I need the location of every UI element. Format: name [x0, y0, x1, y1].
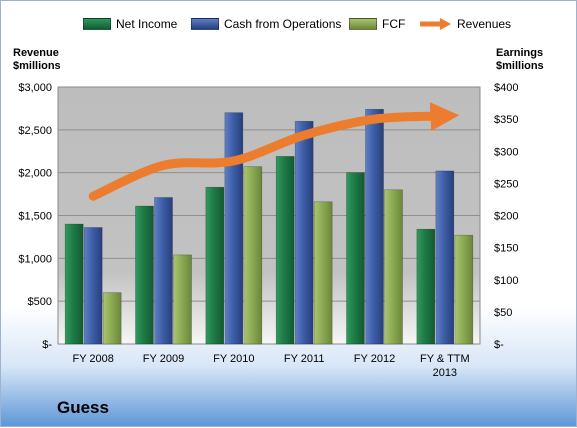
legend-label-cash-from-operations: Cash from Operations: [224, 17, 342, 31]
right-axis-title-line-1: Earnings: [496, 47, 544, 59]
legend: Net Income Cash from Operations FCF Reve…: [1, 17, 577, 33]
right-axis-ticks: $- $50 $100 $150 $200 $250 $300 $350 $400: [494, 82, 518, 351]
legend-label-fcf: FCF: [382, 17, 406, 31]
legend-arrow-icon: [420, 18, 451, 30]
bar-cash-from-operations: [435, 170, 455, 345]
bar-net-income: [416, 228, 436, 345]
left-tick-label: $2,000: [18, 168, 52, 180]
left-axis-title: Revenue $millions: [13, 47, 61, 73]
legend-swatch-cash-from-operations: [191, 18, 219, 30]
x-tick-label: FY & TTM: [420, 353, 470, 365]
right-tick-label: $100: [494, 275, 518, 287]
legend-item-revenues: Revenues: [420, 17, 511, 31]
bar-fcf: [102, 292, 122, 345]
company-name: Guess: [57, 398, 109, 417]
bar-cash-from-operations: [294, 120, 314, 345]
left-tick-label: $2,500: [18, 125, 52, 137]
left-tick-label: $1,000: [18, 253, 52, 265]
right-tick-label: $350: [494, 114, 518, 126]
bar-cash-from-operations: [83, 227, 103, 345]
legend-item-fcf: FCF: [349, 17, 405, 31]
x-tick-label: FY 2012: [354, 353, 395, 365]
right-tick-label: $50: [494, 307, 512, 319]
bar-cash-from-operations: [365, 108, 384, 345]
bar-net-income: [346, 172, 365, 345]
x-tick-label: FY 2008: [72, 353, 113, 365]
x-tick-label: FY 2009: [143, 353, 184, 365]
left-tick-label: $-: [42, 339, 52, 351]
bar-cash-from-operations: [224, 112, 244, 345]
left-axis-ticks: $- $500 $1,000 $1,500 $2,000 $2,500 $3,000: [18, 82, 52, 351]
legend-label-revenues: Revenues: [457, 17, 512, 31]
bar-fcf: [173, 254, 192, 345]
revenue-line: [88, 102, 460, 201]
revenue-line-group: [88, 102, 460, 201]
legend-label-net-income: Net Income: [116, 17, 178, 31]
bars-group: [64, 108, 474, 345]
legend-swatch-net-income: [83, 18, 111, 30]
right-tick-label: $150: [494, 243, 518, 255]
right-axis-title-line-2: $millions: [496, 60, 544, 72]
bar-net-income: [64, 223, 84, 345]
right-axis-title: Earnings $millions: [496, 47, 544, 73]
bar-cash-from-operations: [154, 197, 173, 345]
left-tick-label: $1,500: [18, 211, 52, 223]
x-tick-label: FY 2010: [213, 353, 254, 365]
left-tick-label: $500: [28, 296, 52, 308]
legend-item-net-income: Net Income: [83, 17, 177, 31]
right-tick-label: $400: [494, 82, 518, 94]
x-axis-labels: FY 2008 FY 2009 FY 2010 FY 2011 FY 2012 FY & …: [72, 353, 469, 379]
right-tick-label: $-: [494, 339, 504, 351]
gridlines: [58, 129, 480, 302]
x-tick-label: FY 2011: [284, 353, 325, 365]
bar-net-income: [205, 186, 225, 345]
bar-fcf: [384, 189, 403, 345]
bar-net-income: [275, 156, 295, 345]
left-axis-title-line-1: Revenue: [13, 47, 59, 59]
right-tick-label: $200: [494, 211, 518, 223]
left-tick-label: $3,000: [18, 82, 52, 94]
right-tick-label: $250: [494, 178, 518, 190]
bar-fcf: [243, 166, 263, 345]
legend-item-cash-from-operations: Cash from Operations: [191, 17, 341, 31]
right-tick-label: $300: [494, 146, 518, 158]
bar-fcf: [313, 201, 333, 345]
bar-fcf: [454, 234, 474, 345]
left-axis-title-line-2: $millions: [13, 60, 61, 72]
legend-swatch-fcf: [349, 18, 377, 30]
x-tick-label: 2013: [433, 367, 457, 379]
bar-net-income: [135, 205, 154, 345]
